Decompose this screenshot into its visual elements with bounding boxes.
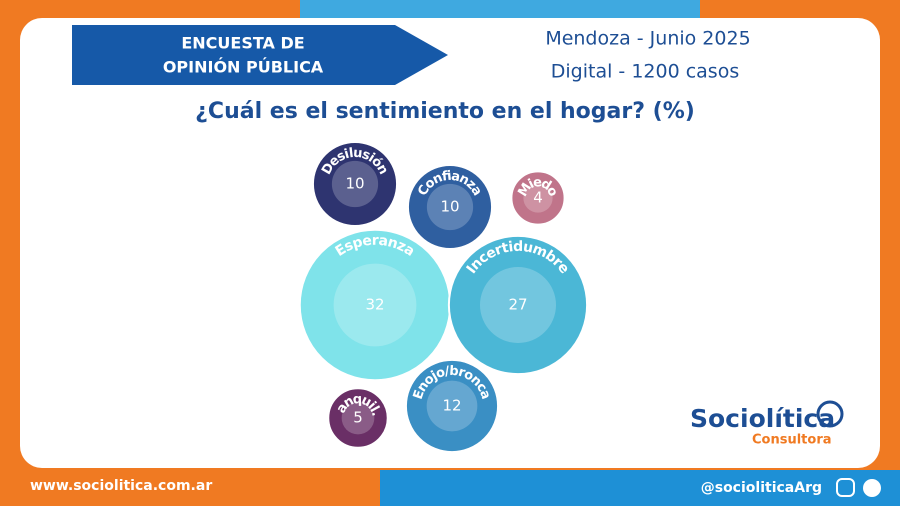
chart-title: ¿Cuál es el sentimiento en el hogar? (%) bbox=[195, 99, 695, 124]
bubble bbox=[311, 140, 399, 228]
bubble-inner bbox=[426, 183, 474, 231]
banner-line: ENCUESTA DE bbox=[181, 34, 304, 53]
twitter-icon[interactable] bbox=[863, 479, 881, 497]
value-label: 27 bbox=[508, 296, 527, 314]
banner-line: OPINIÓN PÚBLICA bbox=[163, 58, 324, 77]
logo-sub: Consultora bbox=[752, 433, 832, 448]
bubble-inner bbox=[333, 263, 417, 347]
sample: Digital - 1200 casos bbox=[551, 61, 739, 83]
bubble-inner bbox=[523, 183, 553, 213]
website[interactable]: www.sociolitica.com.ar bbox=[30, 478, 212, 494]
bubble bbox=[510, 170, 566, 226]
value-label: 12 bbox=[442, 397, 461, 415]
value-label: 4 bbox=[533, 189, 543, 207]
value-label: 10 bbox=[345, 175, 364, 193]
bubble bbox=[447, 234, 589, 376]
value-label: 10 bbox=[440, 198, 459, 216]
bubble-inner bbox=[479, 266, 557, 344]
bubble bbox=[327, 387, 389, 449]
top-stripe bbox=[300, 0, 700, 18]
bubble bbox=[406, 163, 494, 251]
bubble-inner bbox=[331, 160, 379, 208]
value-label: 32 bbox=[365, 296, 384, 314]
bottom-stripe bbox=[380, 470, 900, 506]
logo-name: Sociolítica bbox=[690, 404, 835, 433]
instagram-icon[interactable] bbox=[836, 478, 855, 497]
logo-icon bbox=[816, 400, 844, 428]
value-label: 5 bbox=[353, 409, 363, 427]
place-date: Mendoza - Junio 2025 bbox=[545, 28, 750, 50]
bubble bbox=[404, 358, 500, 454]
banner bbox=[72, 25, 448, 85]
handle[interactable]: @socioliticaArg bbox=[701, 480, 822, 496]
bubble-inner bbox=[426, 380, 478, 432]
bubble-inner bbox=[341, 401, 375, 435]
